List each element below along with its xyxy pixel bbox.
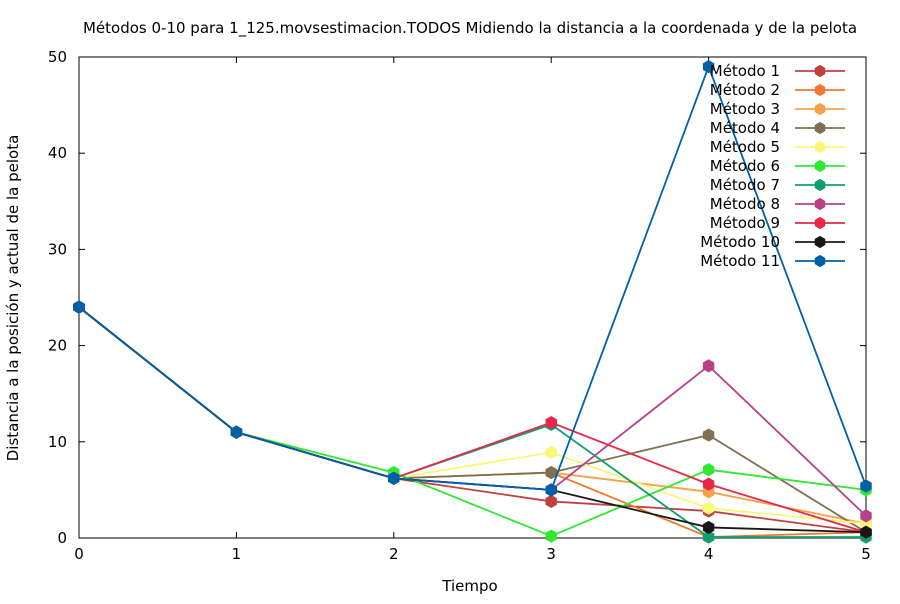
data-point [702, 477, 715, 491]
data-point [860, 479, 872, 493]
x-tick-label: 1 [232, 545, 242, 563]
legend-swatch-marker [814, 102, 826, 116]
legend-swatch-marker [814, 197, 826, 211]
legend-label: Método 6 [710, 157, 780, 175]
legend-swatch-marker [814, 254, 826, 268]
data-point [545, 415, 557, 430]
chart-title: Métodos 0-10 para 1_125.movsestimacion.T… [83, 19, 857, 38]
legend-swatch-marker [814, 140, 826, 154]
legend-label: Método 2 [710, 81, 780, 99]
legend-item: Método 11 [700, 252, 845, 270]
data-point [545, 529, 557, 543]
series-line [78, 306, 867, 538]
data-point [702, 501, 715, 515]
legend-label: Método 8 [710, 195, 780, 213]
data-point [860, 525, 872, 539]
legend-item: Método 2 [710, 81, 845, 99]
data-point [388, 471, 400, 485]
legend-label: Método 3 [710, 100, 780, 118]
legend-swatch-marker [814, 178, 826, 192]
data-point [702, 428, 715, 442]
y-tick-label: 10 [48, 433, 67, 451]
legend-item: Método 3 [710, 100, 845, 118]
data-point [545, 466, 557, 480]
legend-swatch-marker [814, 235, 826, 249]
x-tick-label: 2 [389, 545, 399, 563]
legend-label: Método 10 [700, 233, 780, 251]
data-point [545, 494, 557, 509]
series-11 [73, 60, 872, 497]
plot-frame [78, 56, 867, 539]
y-axis-title: Distancia a la posición y actual de la p… [4, 135, 22, 462]
legend-label: Método 5 [710, 138, 780, 156]
series-1 [73, 300, 872, 539]
data-point [702, 530, 715, 544]
legend-label: Método 11 [700, 252, 780, 270]
x-axis-title: Tiempo [441, 577, 497, 595]
series-3 [73, 300, 872, 531]
y-tick-label: 20 [48, 337, 67, 355]
series-line [78, 306, 866, 538]
data-point [702, 359, 715, 373]
x-tick-label: 3 [546, 545, 556, 563]
x-tick-label: 4 [704, 545, 714, 563]
series-line [78, 306, 867, 538]
legend-swatch-marker [814, 216, 826, 230]
series-line [78, 306, 867, 525]
series-10 [73, 300, 872, 539]
data-point [230, 425, 243, 439]
legend-swatch-marker [814, 64, 826, 78]
series-2 [73, 300, 872, 544]
legend-item: Método 9 [710, 214, 845, 232]
legend-item: Método 7 [710, 176, 845, 194]
data-point [545, 445, 557, 459]
data-point [545, 483, 557, 497]
x-tick-label: 5 [861, 545, 871, 563]
legend-swatch-marker [814, 83, 826, 97]
data-point [73, 300, 85, 314]
series-line [78, 306, 867, 533]
legend-label: Método 7 [710, 176, 780, 194]
series-line [78, 64, 867, 491]
series-6 [73, 300, 872, 543]
legend-item: Método 8 [710, 195, 845, 213]
legend-item: Método 6 [710, 157, 845, 175]
legend-label: Método 1 [710, 62, 780, 80]
series-7 [73, 300, 872, 544]
data-point [860, 509, 872, 523]
legend-item: Método 4 [710, 119, 845, 137]
y-tick-label: 50 [48, 48, 67, 66]
data-point [702, 520, 715, 534]
series-line [78, 306, 867, 534]
legend-swatch-marker [814, 121, 826, 135]
y-tick-label: 40 [48, 144, 67, 162]
legend-label: Método 4 [710, 119, 780, 137]
y-tick-label: 0 [57, 529, 67, 547]
y-tick-label: 30 [48, 240, 67, 258]
series-line [78, 306, 867, 534]
series-5 [73, 300, 872, 531]
data-point [702, 463, 715, 477]
series-8 [73, 300, 872, 523]
series-lines [73, 60, 872, 544]
legend-label: Método 9 [710, 214, 780, 232]
data-point [702, 60, 715, 74]
series-4 [73, 300, 872, 539]
legend-swatch-marker [814, 159, 826, 173]
series-line [78, 306, 867, 534]
x-tick-label: 0 [74, 545, 84, 563]
legend-item: Método 1 [710, 62, 845, 80]
series-9 [73, 300, 872, 539]
series-line [78, 306, 867, 525]
legend-item: Método 10 [700, 233, 845, 251]
legend-item: Método 5 [710, 138, 845, 156]
